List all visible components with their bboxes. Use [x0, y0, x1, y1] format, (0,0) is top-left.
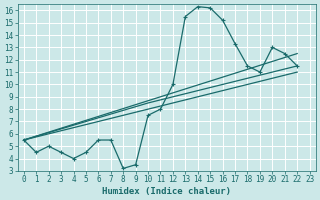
X-axis label: Humidex (Indice chaleur): Humidex (Indice chaleur) — [102, 187, 231, 196]
